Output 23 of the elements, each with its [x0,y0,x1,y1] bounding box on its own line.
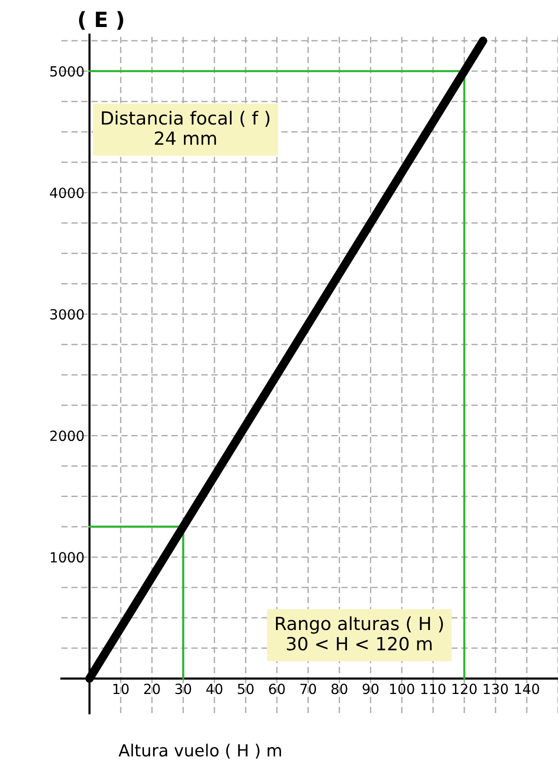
y-tick-label: 5000 [50,66,84,77]
x-tick-label: 60 [269,684,285,694]
x-tick-label: 70 [300,684,316,694]
x-tick-label: 20 [144,684,160,694]
x-tick-label: 80 [331,684,348,694]
x-tick-label: 110 [421,684,446,694]
x-tick-label: 100 [390,684,414,694]
x-axis-title: Altura vuelo ( H ) m [118,744,282,759]
x-tick-label: 40 [206,684,222,694]
y-tick-label: 1000 [50,552,84,563]
y-axis-title: ( E ) [79,11,124,30]
y-tick-label: 4000 [50,188,84,198]
x-tick-label: 120 [452,684,477,694]
y-tick-label: 2000 [50,430,84,442]
x-tick-label: 10 [113,684,129,694]
x-tick-label: 50 [238,684,254,694]
x-tick-label: 90 [362,684,379,694]
annotation: Distancia focal ( f ) 24 mm [102,110,270,145]
annotation: Rango alturas ( H ) 30 < H < 120 m [276,616,443,650]
x-tick-label: 130 [484,684,508,694]
x-tick-label: 30 [175,684,192,694]
y-tick-label: 3000 [50,309,84,320]
x-tick-label: 140 [515,684,540,694]
